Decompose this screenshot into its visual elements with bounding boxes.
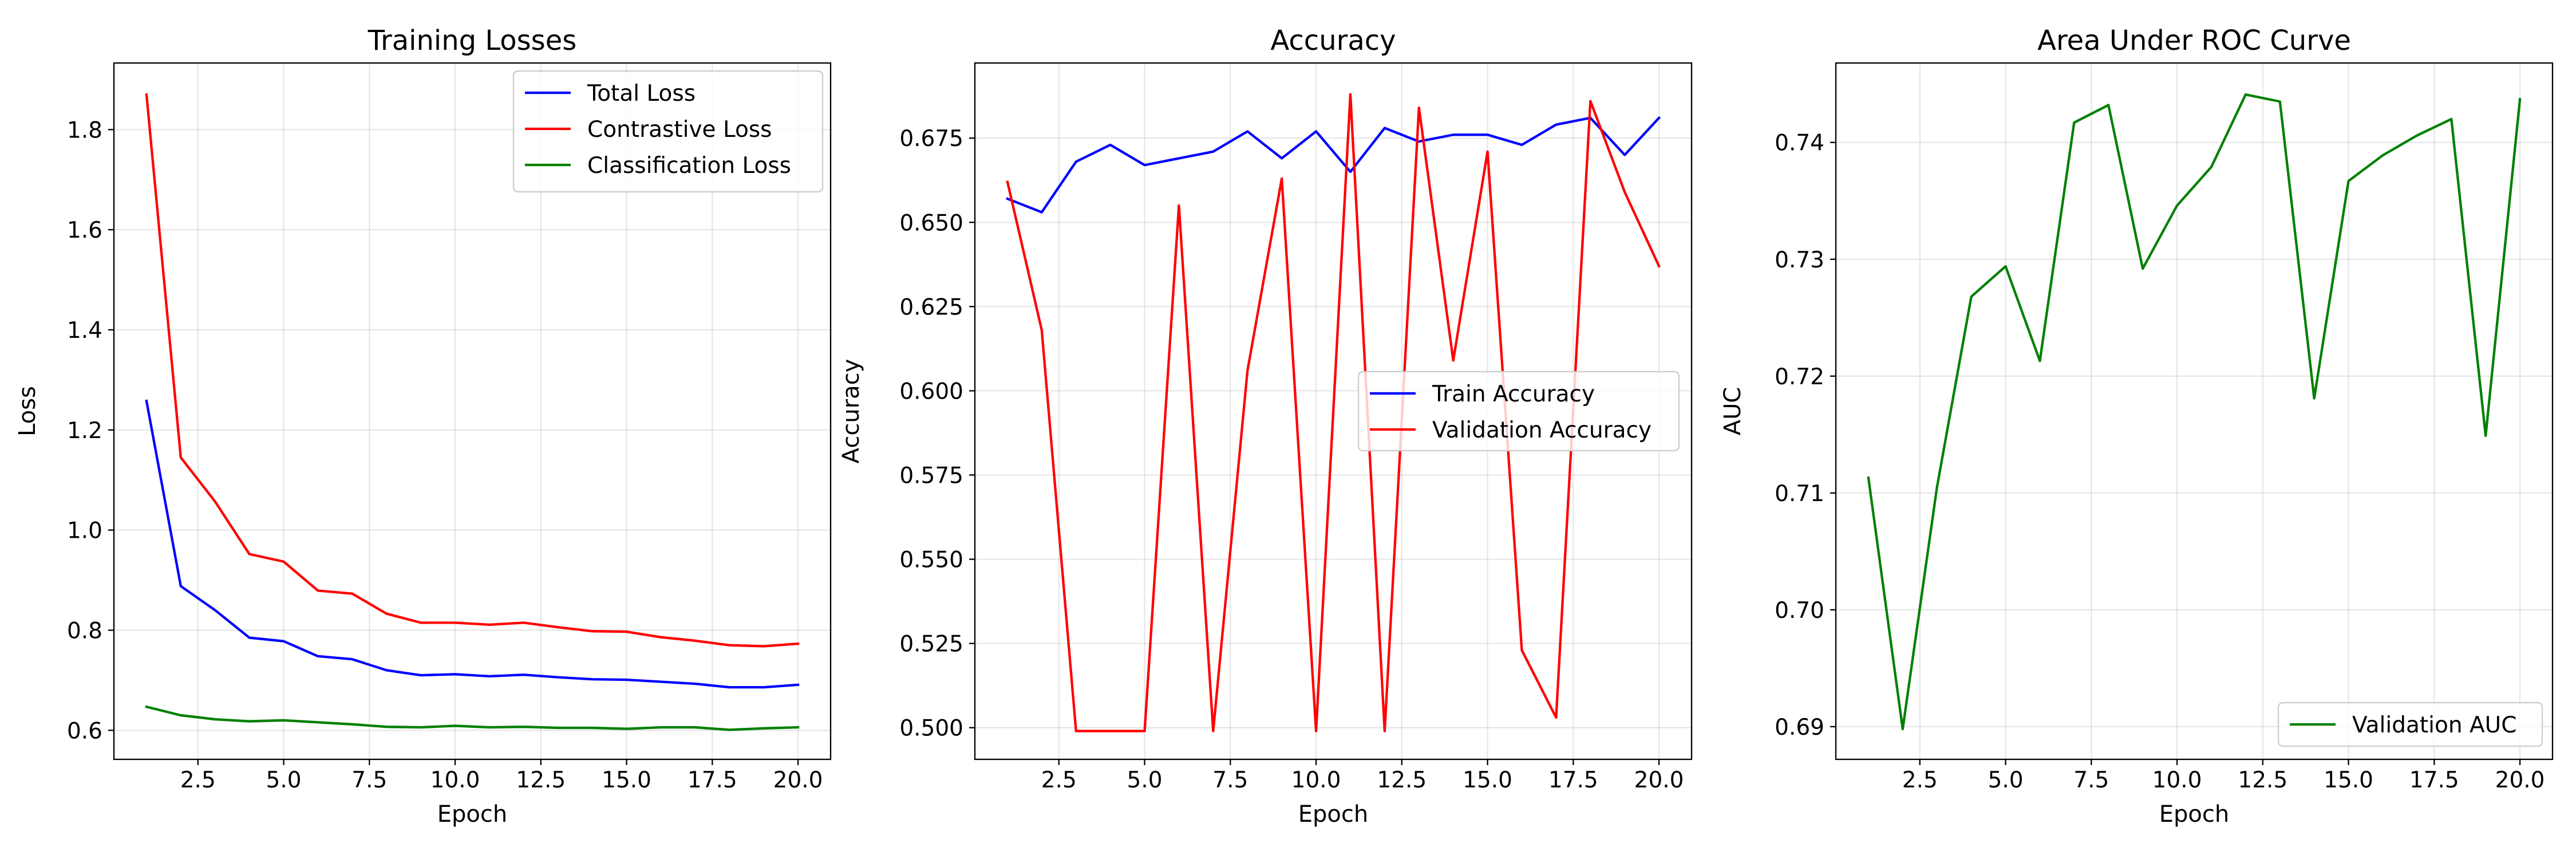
x-tick-label: 15.0 bbox=[2324, 767, 2373, 793]
axes-frame bbox=[113, 62, 832, 761]
y-tick-label: 0.675 bbox=[899, 126, 963, 152]
x-tick-label: 15.0 bbox=[1463, 767, 1512, 793]
legend-box bbox=[1357, 371, 1680, 452]
y-tick-label: 1.2 bbox=[67, 418, 102, 444]
legend-box bbox=[2277, 702, 2543, 747]
x-tick-label: 12.5 bbox=[516, 767, 566, 793]
legend-box bbox=[512, 70, 824, 193]
x-axis-label: Epoch bbox=[2159, 801, 2229, 828]
x-tick-label: 5.0 bbox=[1127, 767, 1163, 793]
legend-label: Validation Accuracy bbox=[1432, 417, 1652, 443]
x-tick-label: 7.5 bbox=[1212, 767, 1248, 793]
y-tick-label: 0.8 bbox=[67, 618, 102, 644]
x-tick-label: 2.5 bbox=[1902, 767, 1938, 793]
legend-label: Classification Loss bbox=[587, 153, 791, 179]
y-tick-label: 0.72 bbox=[1775, 364, 1824, 390]
legend-label: Contrastive Loss bbox=[587, 117, 772, 143]
y-tick-label: 1.4 bbox=[67, 318, 102, 344]
legend-label: Train Accuracy bbox=[1432, 381, 1595, 407]
y-tick-label: 0.650 bbox=[899, 210, 963, 236]
y-tick-label: 0.500 bbox=[899, 716, 963, 742]
chart-0: 2.5 5.0 7.5 10.0 12.5 15.0 17.5 20.0 0.6 0.8 1.0 1.… bbox=[14, 25, 832, 828]
y-tick-label: 0.600 bbox=[899, 379, 963, 404]
y-tick-label: 0.550 bbox=[899, 547, 963, 573]
x-tick-label: 12.5 bbox=[2238, 767, 2287, 793]
x-tick-label: 10.0 bbox=[2152, 767, 2202, 793]
y-axis-label: Loss bbox=[14, 386, 41, 436]
legend: Total Loss Contrastive Loss Classification… bbox=[512, 70, 824, 193]
legend-label: Validation AUC bbox=[2352, 712, 2516, 738]
chart-title: Area Under ROC Curve bbox=[2037, 25, 2351, 57]
x-tick-label: 10.0 bbox=[1291, 767, 1341, 793]
x-tick-label: 2.5 bbox=[1041, 767, 1077, 793]
series-line-validation-accuracy bbox=[1006, 93, 1661, 732]
chart-2: 2.5 5.0 7.5 10.0 12.5 15.0 17.5 20.0 0.69 0.70 0.7… bbox=[1720, 25, 2554, 828]
legend-label: Total Loss bbox=[587, 81, 696, 107]
x-tick-label: 7.5 bbox=[351, 767, 387, 793]
x-tick-label: 20.0 bbox=[1634, 767, 1684, 793]
y-tick-label: 0.575 bbox=[899, 463, 963, 488]
y-tick-label: 1.6 bbox=[67, 218, 102, 243]
chart-title: Training Losses bbox=[368, 25, 576, 57]
y-axis-label: Accuracy bbox=[838, 359, 864, 464]
x-tick-label: 20.0 bbox=[2495, 767, 2545, 793]
x-axis-label: Epoch bbox=[1298, 801, 1368, 828]
x-tick-label: 10.0 bbox=[430, 767, 480, 793]
axes-frame bbox=[1835, 62, 2554, 761]
x-tick-label: 5.0 bbox=[1988, 767, 2024, 793]
chart-1: 2.5 5.0 7.5 10.0 12.5 15.0 17.5 20.0 0.500 0.525 0… bbox=[838, 25, 1693, 828]
series-line-total-loss bbox=[145, 399, 800, 689]
y-tick-label: 0.69 bbox=[1775, 715, 1824, 740]
x-tick-label: 5.0 bbox=[266, 767, 302, 793]
x-tick-label: 17.5 bbox=[1548, 767, 1598, 793]
x-tick-label: 15.0 bbox=[602, 767, 651, 793]
legend: Validation AUC bbox=[2277, 702, 2543, 747]
y-tick-label: 0.6 bbox=[67, 718, 102, 744]
x-tick-label: 7.5 bbox=[2073, 767, 2109, 793]
axes-frame bbox=[974, 62, 1693, 761]
series-line-train-accuracy bbox=[1006, 116, 1661, 214]
x-axis-label: Epoch bbox=[437, 801, 507, 828]
y-tick-label: 0.625 bbox=[899, 294, 963, 320]
x-tick-label: 12.5 bbox=[1377, 767, 1427, 793]
y-tick-label: 0.71 bbox=[1775, 481, 1824, 507]
legend: Train Accuracy Validation Accuracy bbox=[1357, 371, 1680, 452]
x-tick-label: 20.0 bbox=[773, 767, 823, 793]
y-tick-label: 0.70 bbox=[1775, 598, 1824, 624]
y-tick-label: 0.73 bbox=[1775, 247, 1824, 273]
y-tick-label: 1.8 bbox=[67, 117, 102, 143]
y-tick-label: 0.525 bbox=[899, 632, 963, 657]
series-line-classification-loss bbox=[145, 705, 800, 731]
y-tick-label: 0.74 bbox=[1775, 131, 1824, 156]
chart-title: Accuracy bbox=[1270, 25, 1396, 57]
x-tick-label: 17.5 bbox=[688, 767, 737, 793]
series-line-validation-auc bbox=[1867, 93, 2522, 731]
x-tick-label: 17.5 bbox=[2409, 767, 2459, 793]
y-tick-label: 1.0 bbox=[67, 518, 102, 544]
series-line-contrastive-loss bbox=[145, 93, 800, 648]
y-axis-label: AUC bbox=[1720, 387, 1746, 436]
x-tick-label: 2.5 bbox=[180, 767, 216, 793]
